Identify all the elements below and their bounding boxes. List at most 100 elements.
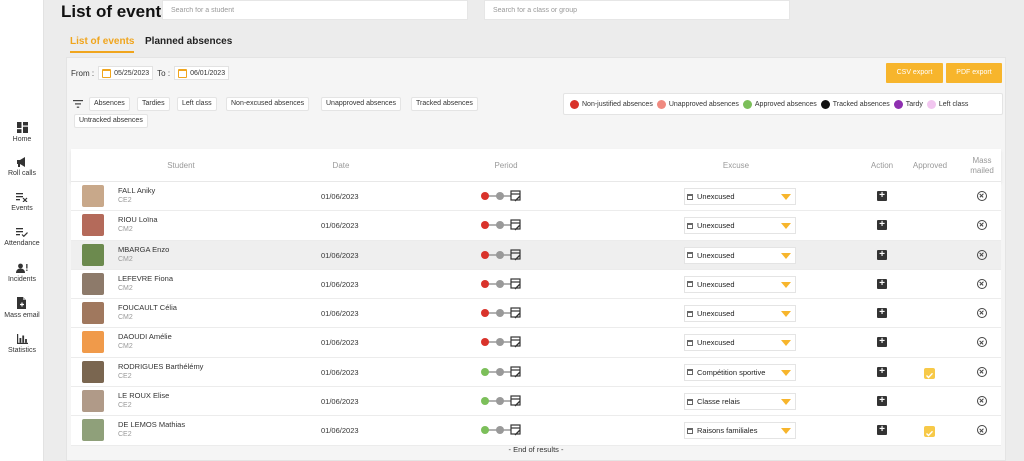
period-status-dot [481, 221, 489, 230]
period-dot [496, 397, 504, 406]
dropdown-arrow-icon [781, 340, 791, 347]
excuse-select[interactable]: Unexcused [684, 334, 796, 352]
add-action-button[interactable]: + [877, 396, 887, 407]
filter-chip-tardies[interactable]: Tardies [137, 97, 170, 111]
table-row: FOUCAULT Célia CM2 01/06/2023 Unexcused + [71, 299, 1001, 329]
add-action-button[interactable]: + [877, 308, 887, 319]
legend-dot [742, 99, 752, 109]
tab-list-of-events[interactable]: List of events [70, 36, 135, 53]
filter-chip-unapproved-absences[interactable]: Unapproved absences [321, 97, 402, 111]
filter-chip-absences[interactable]: Absences [89, 97, 130, 111]
event-date: 01/06/2023 [321, 367, 359, 377]
period-timeline [481, 190, 521, 202]
excuse-select[interactable]: Raisons familiales [684, 422, 796, 440]
period-dot [496, 192, 504, 200]
column-header-date: Date [332, 160, 350, 170]
student-name[interactable]: LEFEVRE Fiona [118, 273, 174, 283]
event-date: 01/06/2023 [321, 279, 359, 289]
sidebar-item-mass-email[interactable]: Mass email [0, 297, 44, 319]
add-action-button[interactable]: + [877, 249, 887, 260]
student-name[interactable]: LE ROUX Elise [118, 391, 170, 401]
mass-mail-cancel-icon[interactable] [977, 337, 987, 348]
student-name[interactable]: DE LEMOS Mathias [118, 420, 186, 430]
period-status-dot [481, 279, 489, 288]
excuse-select[interactable]: Unexcused [684, 246, 796, 264]
legend-item: Approved absences [742, 99, 817, 109]
edit-schedule-icon [510, 307, 521, 319]
page-title: List of events [61, 2, 171, 21]
excuse-select[interactable]: Unexcused [684, 305, 796, 323]
add-action-button[interactable]: + [877, 278, 887, 289]
student-name[interactable]: FOUCAULT Célia [118, 303, 177, 313]
student-name[interactable]: DAOUDI Amélie [118, 332, 172, 342]
approved-check-icon[interactable] [924, 367, 935, 379]
calendar-icon [687, 369, 693, 376]
mass-mail-cancel-icon[interactable] [977, 220, 987, 231]
calendar-icon [178, 68, 188, 78]
mass-mail-cancel-icon[interactable] [977, 278, 987, 289]
add-action-button[interactable]: + [877, 366, 887, 377]
from-date-value: 05/25/2023 [114, 69, 150, 77]
sidebar-item-attendance[interactable]: Attendance [0, 228, 44, 247]
student-name[interactable]: MBARGA Enzo [118, 244, 170, 254]
sidebar-item-roll-calls[interactable]: Roll calls [0, 157, 44, 177]
table-header: Student Date Period Excuse Action Approv… [71, 149, 1001, 182]
add-action-button[interactable]: + [877, 191, 887, 201]
student-class: CE2 [118, 372, 132, 380]
pdf-export-button[interactable]: PDF export [946, 63, 1002, 83]
excuse-value: Unexcused [697, 309, 735, 319]
table-row: DE LEMOS Mathias CE2 01/06/2023 Raisons fam… [71, 416, 1001, 446]
add-action-button[interactable]: + [877, 425, 887, 436]
excuse-select[interactable]: Unexcused [684, 188, 796, 205]
student-name[interactable]: FALL Aniky [118, 186, 156, 195]
sidebar-item-incidents[interactable]: Incidents [0, 263, 44, 283]
mass-mail-cancel-icon[interactable] [977, 249, 987, 260]
column-header-approved: Approved [912, 160, 948, 170]
excuse-select[interactable]: Compétition sportive [684, 363, 796, 381]
sidebar-item-statistics[interactable]: Statistics [0, 334, 44, 354]
excuse-select[interactable]: Unexcused [684, 217, 796, 235]
edit-schedule-icon [510, 366, 521, 378]
filter-chip-tracked-absences[interactable]: Tracked absences [411, 97, 478, 111]
to-label: To : [157, 68, 171, 78]
filter-chip-left-class[interactable]: Left class [177, 97, 217, 111]
dropdown-arrow-icon [781, 223, 791, 230]
filter-chip-non-excused-absences[interactable]: Non-excused absences [226, 97, 310, 111]
period-dot [496, 338, 504, 347]
student-search-input[interactable] [162, 0, 468, 20]
mass-mail-cancel-icon[interactable] [977, 425, 987, 436]
mass-mail-cancel-icon[interactable] [977, 396, 987, 407]
excuse-select[interactable]: Classe relais [684, 393, 796, 411]
filter-icon[interactable] [73, 100, 83, 108]
excuse-value: Unexcused [697, 250, 735, 260]
calendar-icon [687, 339, 693, 346]
legend-dot [820, 99, 830, 109]
student-name[interactable]: RODRIGUES Barthélémy [118, 361, 204, 371]
mass-mail-cancel-icon[interactable] [977, 191, 987, 201]
filter-chip-untracked-absences[interactable]: Untracked absences [74, 114, 148, 128]
event-date: 01/06/2023 [321, 221, 359, 231]
to-date-picker[interactable]: 06/01/2023 [174, 66, 230, 80]
student-name[interactable]: RIOU Loïna [118, 215, 158, 225]
document-add-icon [17, 297, 26, 309]
sidebar-item-events[interactable]: Events [0, 193, 44, 212]
mass-mail-cancel-icon[interactable] [977, 366, 987, 377]
period-dot [496, 250, 504, 259]
student-class: CM2 [118, 226, 133, 234]
excuse-value: Unexcused [697, 338, 735, 348]
event-date: 01/06/2023 [321, 192, 359, 201]
add-action-button[interactable]: + [877, 220, 887, 231]
student-photo [82, 360, 104, 383]
period-timeline [481, 424, 521, 436]
excuse-select[interactable]: Unexcused [684, 275, 796, 293]
mass-mail-cancel-icon[interactable] [977, 308, 987, 319]
tab-planned-absences[interactable]: Planned absences [145, 36, 233, 47]
from-date-picker[interactable]: 05/25/2023 [98, 66, 154, 80]
approved-check-icon[interactable] [924, 426, 935, 438]
csv-export-button[interactable]: CSV export [886, 63, 943, 83]
class-search-input[interactable] [484, 0, 790, 20]
period-status-dot [481, 192, 489, 200]
sidebar-item-home[interactable]: Home [0, 122, 44, 143]
student-class: CE2 [118, 431, 132, 439]
add-action-button[interactable]: + [877, 337, 887, 348]
